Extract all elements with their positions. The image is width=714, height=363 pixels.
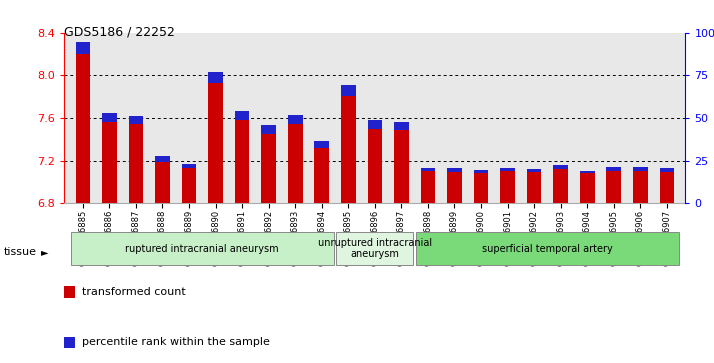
- Bar: [341, 85, 356, 203]
- Bar: [447, 168, 462, 203]
- Bar: [341, 85, 356, 95]
- Bar: [580, 171, 595, 203]
- Bar: [553, 165, 568, 170]
- Bar: [421, 168, 436, 171]
- Bar: [527, 169, 541, 203]
- Text: ruptured intracranial aneurysm: ruptured intracranial aneurysm: [126, 244, 279, 254]
- Text: GDS5186 / 22252: GDS5186 / 22252: [64, 25, 175, 38]
- Bar: [553, 165, 568, 203]
- Bar: [501, 168, 515, 203]
- Bar: [314, 142, 329, 148]
- Bar: [182, 164, 196, 168]
- Bar: [102, 113, 116, 122]
- Bar: [314, 142, 329, 203]
- Bar: [208, 72, 223, 83]
- Bar: [155, 156, 170, 203]
- Bar: [660, 168, 674, 172]
- Bar: [606, 167, 621, 171]
- Bar: [473, 170, 488, 203]
- Bar: [235, 110, 249, 120]
- Bar: [102, 113, 116, 203]
- Bar: [447, 168, 462, 172]
- Text: unruptured intracranial
aneurysm: unruptured intracranial aneurysm: [318, 238, 432, 260]
- Bar: [336, 232, 413, 265]
- Bar: [129, 116, 144, 124]
- Bar: [288, 115, 303, 203]
- Bar: [421, 168, 436, 203]
- Bar: [633, 167, 648, 203]
- Bar: [288, 115, 303, 124]
- Text: percentile rank within the sample: percentile rank within the sample: [82, 338, 270, 347]
- Bar: [660, 168, 674, 203]
- Bar: [368, 120, 382, 129]
- Bar: [129, 116, 144, 203]
- Bar: [261, 126, 276, 134]
- Bar: [606, 167, 621, 203]
- Text: superficial temporal artery: superficial temporal artery: [482, 244, 613, 254]
- Bar: [368, 120, 382, 203]
- Bar: [182, 164, 196, 203]
- Bar: [473, 170, 488, 173]
- Text: tissue: tissue: [4, 247, 36, 257]
- Text: transformed count: transformed count: [82, 287, 186, 297]
- Bar: [394, 122, 408, 203]
- Bar: [527, 169, 541, 172]
- Bar: [416, 232, 679, 265]
- Bar: [580, 171, 595, 174]
- Bar: [633, 167, 648, 171]
- Bar: [208, 72, 223, 203]
- Text: ►: ►: [41, 247, 49, 257]
- Bar: [76, 42, 90, 53]
- Bar: [235, 110, 249, 203]
- Bar: [71, 232, 333, 265]
- Bar: [261, 126, 276, 203]
- Bar: [76, 42, 90, 203]
- Bar: [394, 122, 408, 130]
- Bar: [155, 156, 170, 162]
- Bar: [501, 168, 515, 171]
